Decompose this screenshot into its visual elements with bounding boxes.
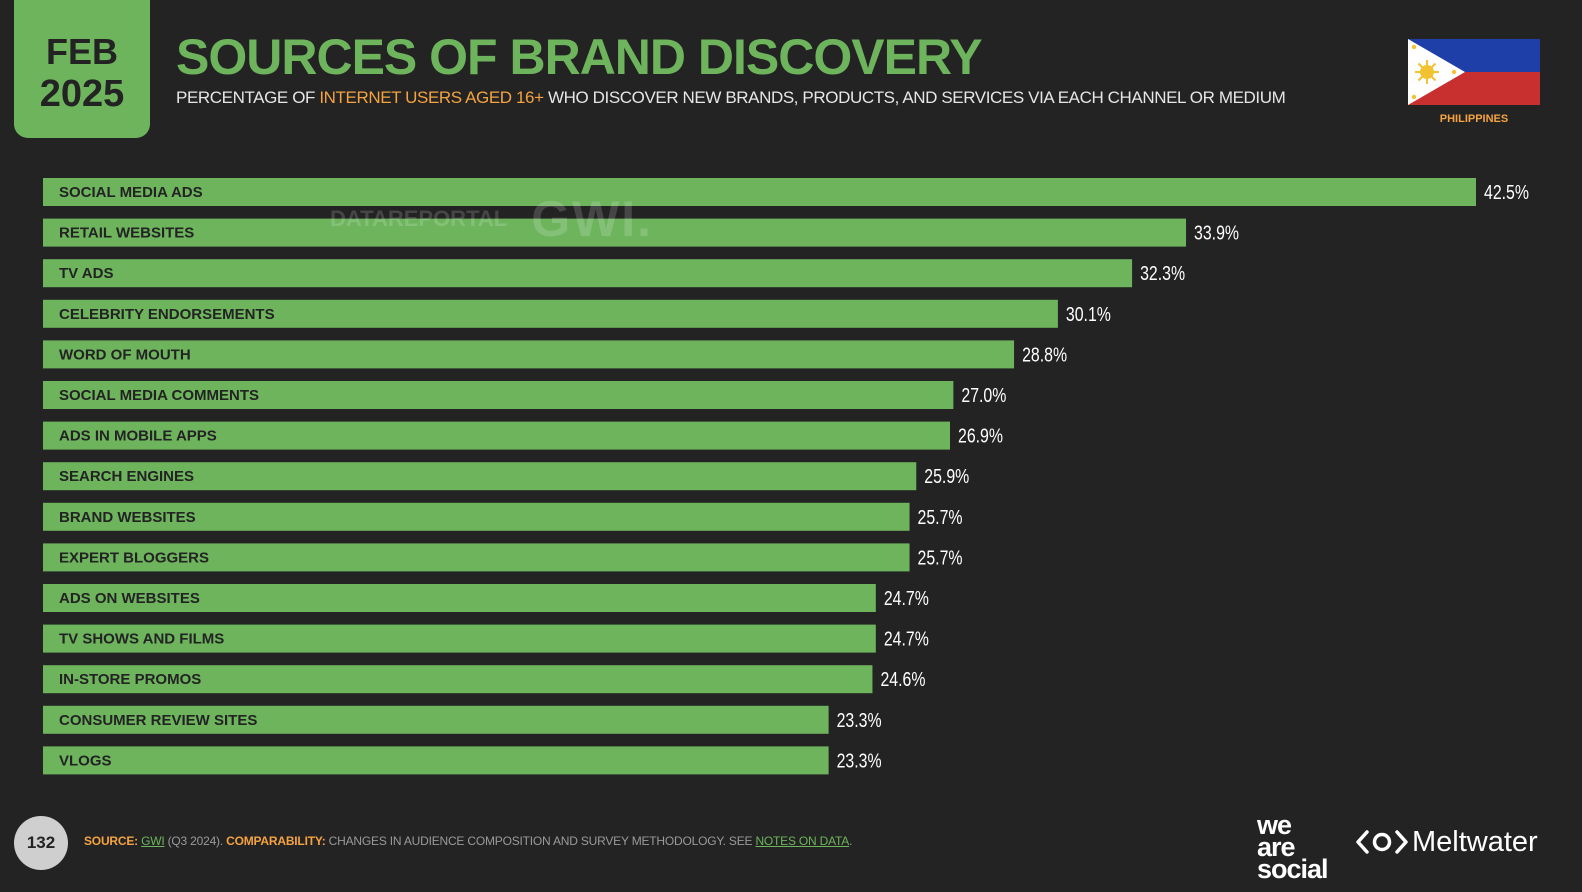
value-label: 24.7% [884,588,929,610]
category-label: BRAND WEBSITES [59,509,196,526]
bar [43,705,829,734]
bar [43,381,954,409]
category-label: ADS ON WEBSITES [59,590,200,607]
footer: 132 SOURCE: GWI (Q3 2024). COMPARABILITY… [0,810,1582,884]
category-label: EXPERT BLOGGERS [59,549,209,566]
bar [43,502,910,531]
date-badge: FEB 2025 [14,0,150,138]
source-detail: (Q3 2024). [164,834,227,848]
page-title: SOURCES OF BRAND DISCOVERY [176,29,983,85]
source-link[interactable]: GWI [141,834,165,848]
value-label: 27.0% [961,385,1006,407]
value-label: 23.3% [837,710,882,732]
category-label: TV ADS [59,265,113,282]
value-label: 24.6% [880,669,925,691]
category-label: ADS IN MOBILE APPS [59,428,217,445]
source-note: SOURCE: GWI (Q3 2024). COMPARABILITY: CH… [84,834,852,848]
category-label: SOCIAL MEDIA COMMENTS [59,387,259,404]
value-label: 24.7% [884,629,929,651]
badge-year: 2025 [39,73,125,115]
bar [43,340,1015,369]
value-label: 26.9% [958,426,1003,448]
country-label: PHILIPPINES [1439,113,1509,125]
logo-are: are [1257,832,1296,862]
source-label: SOURCE: [84,834,138,848]
value-label: 28.8% [1022,344,1067,366]
meltwater-wordmark: Meltwater [1412,826,1538,858]
bar [43,543,910,572]
category-label: CELEBRITY ENDORSEMENTS [59,306,275,323]
comparability-text: CHANGES IN AUDIENCE COMPOSITION AND SURV… [325,834,756,848]
value-label: 30.1% [1066,304,1111,326]
value-label: 33.9% [1194,223,1239,245]
category-label: IN-STORE PROMOS [59,671,201,688]
subtitle-post: WHO DISCOVER NEW BRANDS, PRODUCTS, AND S… [543,88,1286,107]
bar [43,584,876,612]
page-subtitle: PERCENTAGE OF INTERNET USERS AGED 16+ WH… [176,88,1286,108]
bar [43,218,1187,247]
bar [43,421,951,450]
value-label: 23.3% [837,750,882,772]
notes-end: . [849,834,853,848]
bar [43,259,1133,288]
logo-social: social [1257,854,1329,884]
category-label: WORD OF MOUTH [59,346,191,363]
category-label: TV SHOWS AND FILMS [59,631,224,648]
bar [43,624,876,653]
bar [43,746,829,775]
comparability-label: COMPARABILITY: [226,834,326,848]
value-label: 25.7% [918,507,963,529]
subtitle-highlight: INTERNET USERS AGED 16+ [319,88,544,107]
category-label: VLOGS [59,752,112,769]
badge-month: FEB [46,31,118,72]
philippines-flag-icon [1408,39,1540,105]
category-label: CONSUMER REVIEW SITES [59,712,257,729]
bar [43,665,873,694]
bar-chart: SOCIAL MEDIA ADS 42.5% RETAIL WEBSITES 33.9… [43,178,1529,775]
category-label: RETAIL WEBSITES [59,225,194,242]
bar [43,178,1476,206]
bar [43,299,1058,328]
value-label: 32.3% [1140,263,1185,285]
page-number: 132 [14,816,68,870]
meltwater-mark-icon [1356,830,1408,854]
value-label: 25.7% [918,547,963,569]
meltwater-logo: Meltwater [1356,826,1538,858]
category-label: SOCIAL MEDIA ADS [59,184,203,201]
subtitle-pre: PERCENTAGE OF [176,88,320,107]
we-are-social-logo: we are social [1257,810,1329,884]
logo-we: we [1257,810,1292,840]
value-label: 25.9% [924,466,969,488]
bar [43,462,917,491]
value-label: 42.5% [1484,182,1529,204]
notes-on-data-link[interactable]: NOTES ON DATA [755,834,850,848]
category-label: SEARCH ENGINES [59,468,194,485]
